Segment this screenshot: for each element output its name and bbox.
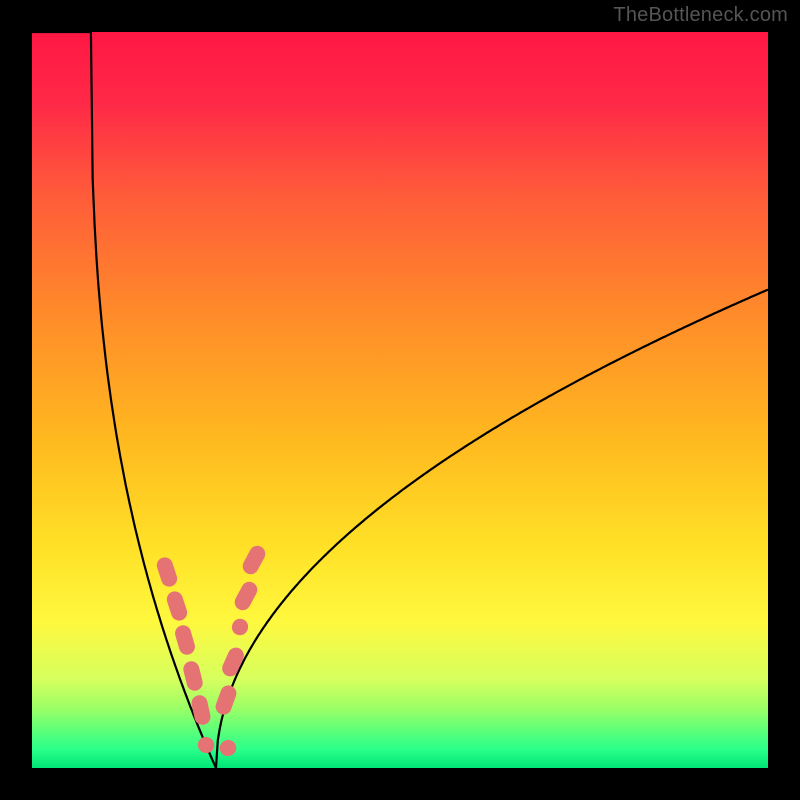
marker-pill xyxy=(190,694,212,727)
v-curve-path xyxy=(32,32,768,768)
marker-pill xyxy=(155,555,179,588)
watermark-text: TheBottleneck.com xyxy=(613,4,788,27)
marker-pill xyxy=(218,738,239,759)
marker-pill xyxy=(196,735,217,756)
marker-pill xyxy=(229,616,251,638)
bottleneck-curve xyxy=(32,32,768,768)
marker-pill xyxy=(240,543,268,577)
marker-pills xyxy=(155,543,268,758)
marker-pill xyxy=(182,660,205,693)
marker-pill xyxy=(173,623,197,656)
chart-overlay xyxy=(0,0,800,800)
marker-pill xyxy=(165,589,189,622)
marker-pill xyxy=(232,579,260,613)
marker-pill xyxy=(213,683,238,717)
